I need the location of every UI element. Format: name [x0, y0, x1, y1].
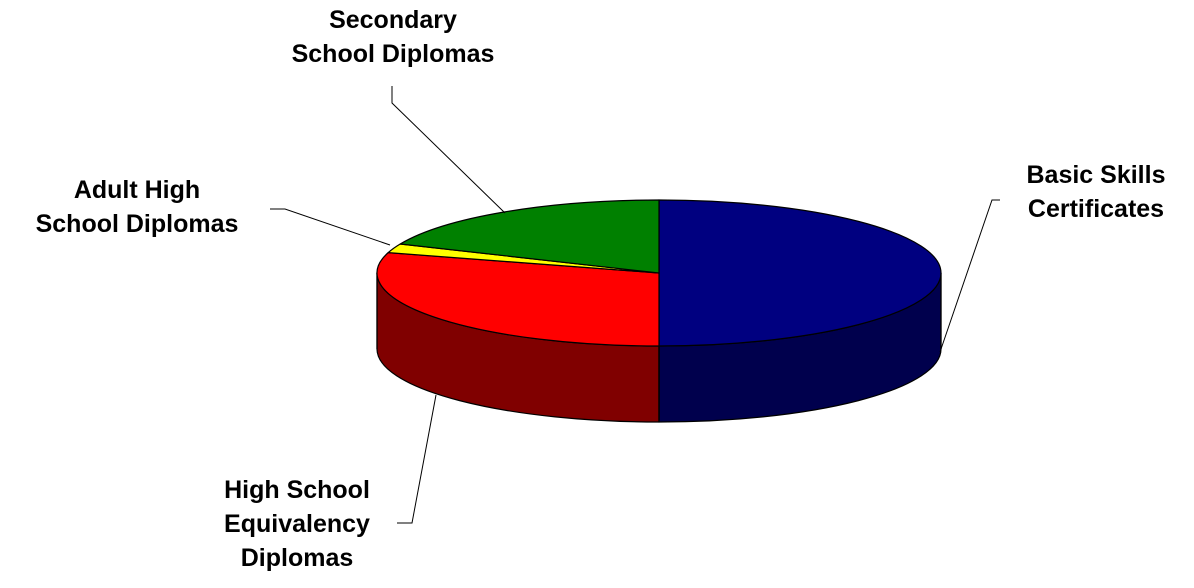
- data-label-high-school-equivalency-diplomas: High School Equivalency Diplomas: [224, 476, 370, 572]
- leader-line-adult-high-school-diplomas: [270, 208, 391, 246]
- data-label-secondary-school-diplomas: Secondary School Diplomas: [292, 6, 495, 68]
- pie-slice-high-school-equivalency-diplomas: [376, 252, 660, 347]
- pie-slice-basic-skills-certificates: [658, 199, 942, 347]
- data-label-adult-high-school-diplomas: Adult High School Diplomas: [36, 176, 239, 238]
- leader-line-basic-skills-certificates: [939, 199, 1000, 353]
- leader-line-secondary-school-diplomas: [391, 86, 506, 214]
- data-label-basic-skills-certificates: Basic Skills Certificates: [1027, 161, 1166, 223]
- leader-line-high-school-equivalency-diplomas: [397, 394, 437, 524]
